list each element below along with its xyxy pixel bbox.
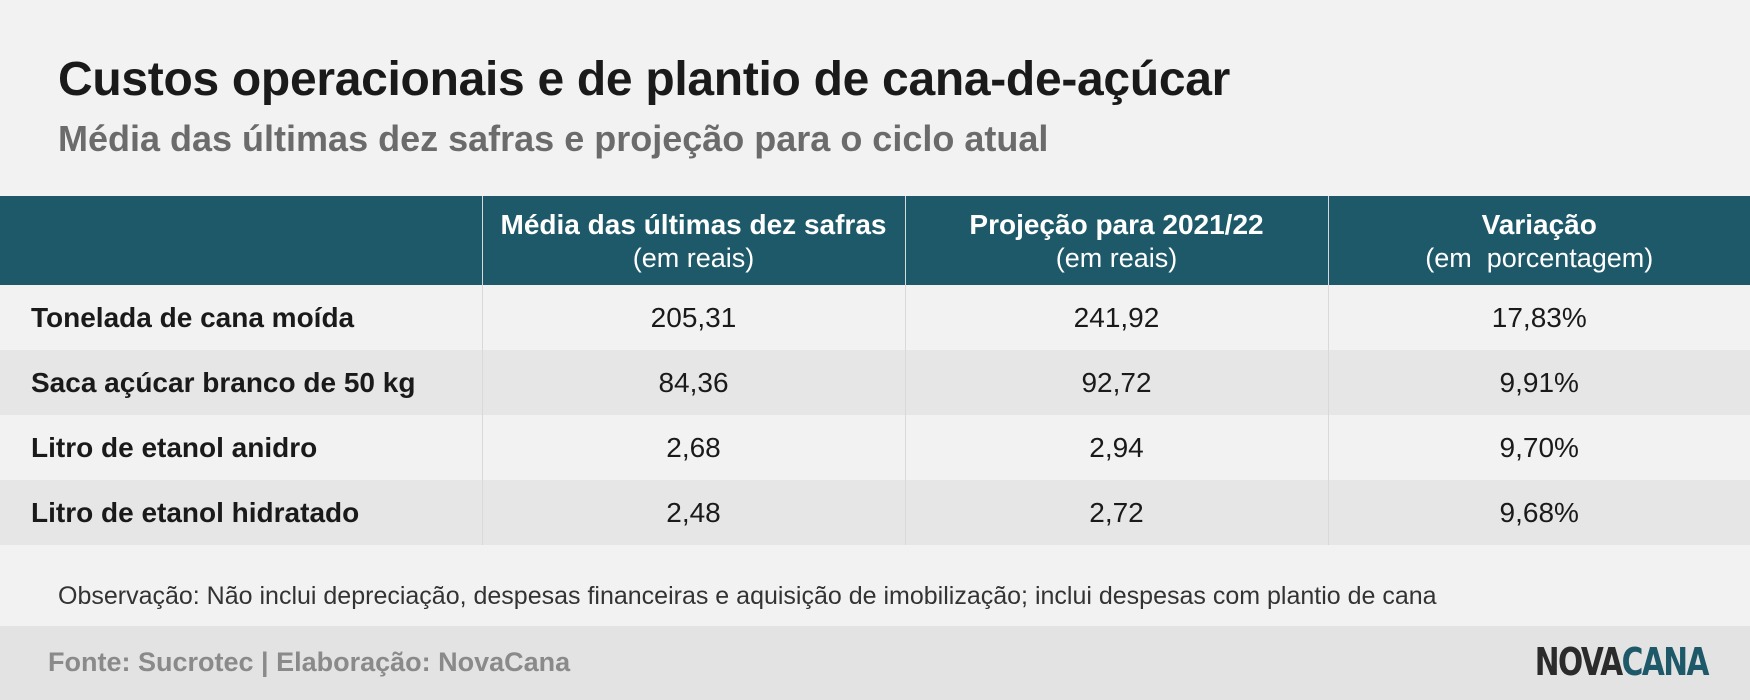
cell-variation: 9,68% bbox=[1327, 480, 1750, 545]
cell-projection: 241,92 bbox=[904, 285, 1328, 350]
cell-projection: 2,94 bbox=[904, 415, 1328, 480]
table-row: Saca açúcar branco de 50 kg 84,36 92,72 … bbox=[0, 350, 1750, 415]
row-label: Litro de etanol anidro bbox=[31, 431, 318, 463]
column-header-empty bbox=[0, 196, 482, 285]
logo-part-cana: CANA bbox=[1621, 640, 1710, 684]
cell-variation: 9,91% bbox=[1327, 350, 1750, 415]
table-header-row: Média das últimas dez safras (em reais) … bbox=[0, 196, 1750, 285]
table-body: Tonelada de cana moída 205,31 241,92 17,… bbox=[0, 285, 1750, 545]
source-credit: Fonte: Sucrotec | Elaboração: NovaCana bbox=[48, 647, 571, 677]
cell-projection: 92,72 bbox=[904, 350, 1328, 415]
page-subtitle: Média das últimas dez safras e projeção … bbox=[58, 118, 1049, 159]
row-label: Tonelada de cana moída bbox=[31, 301, 355, 333]
row-label: Saca açúcar branco de 50 kg bbox=[31, 366, 416, 398]
column-header-unit: (em porcentagem) bbox=[1425, 242, 1654, 273]
column-header-label: Variação bbox=[1481, 208, 1597, 240]
cell-variation: 17,83% bbox=[1327, 285, 1750, 350]
cell-projection: 2,72 bbox=[904, 480, 1328, 545]
cell-average: 2,48 bbox=[481, 480, 905, 545]
footer-bar: Fonte: Sucrotec | Elaboração: NovaCana N… bbox=[0, 626, 1750, 700]
footnote: Observação: Não inclui depreciação, desp… bbox=[58, 582, 1437, 610]
cell-variation: 9,70% bbox=[1327, 415, 1750, 480]
table-header: Média das últimas dez safras (em reais) … bbox=[0, 196, 1750, 285]
column-header-variation: Variação (em porcentagem) bbox=[1327, 196, 1750, 285]
row-label: Litro de etanol hidratado bbox=[31, 496, 360, 528]
logo-part-nova: NOVA bbox=[1534, 640, 1623, 684]
data-table: Média das últimas dez safras (em reais) … bbox=[0, 196, 1750, 545]
column-header-projection: Projeção para 2021/22 (em reais) bbox=[904, 196, 1328, 285]
table-row: Tonelada de cana moída 205,31 241,92 17,… bbox=[0, 285, 1750, 350]
page-title: Custos operacionais e de plantio de cana… bbox=[58, 53, 1231, 106]
column-header-label: Projeção para 2021/22 bbox=[969, 208, 1264, 240]
table-row: Litro de etanol anidro 2,68 2,94 9,70% bbox=[0, 415, 1750, 480]
column-header-average: Média das últimas dez safras (em reais) bbox=[481, 196, 905, 285]
cell-average: 2,68 bbox=[481, 415, 905, 480]
column-header-unit: (em reais) bbox=[1055, 242, 1178, 273]
column-header-unit: (em reais) bbox=[632, 242, 755, 273]
column-header-label: Média das últimas dez safras bbox=[500, 208, 887, 240]
table-row: Litro de etanol hidratado 2,48 2,72 9,68… bbox=[0, 480, 1750, 545]
cell-average: 84,36 bbox=[481, 350, 905, 415]
cell-average: 205,31 bbox=[481, 285, 905, 350]
novacana-logo: NOVACANA bbox=[1534, 640, 1710, 684]
